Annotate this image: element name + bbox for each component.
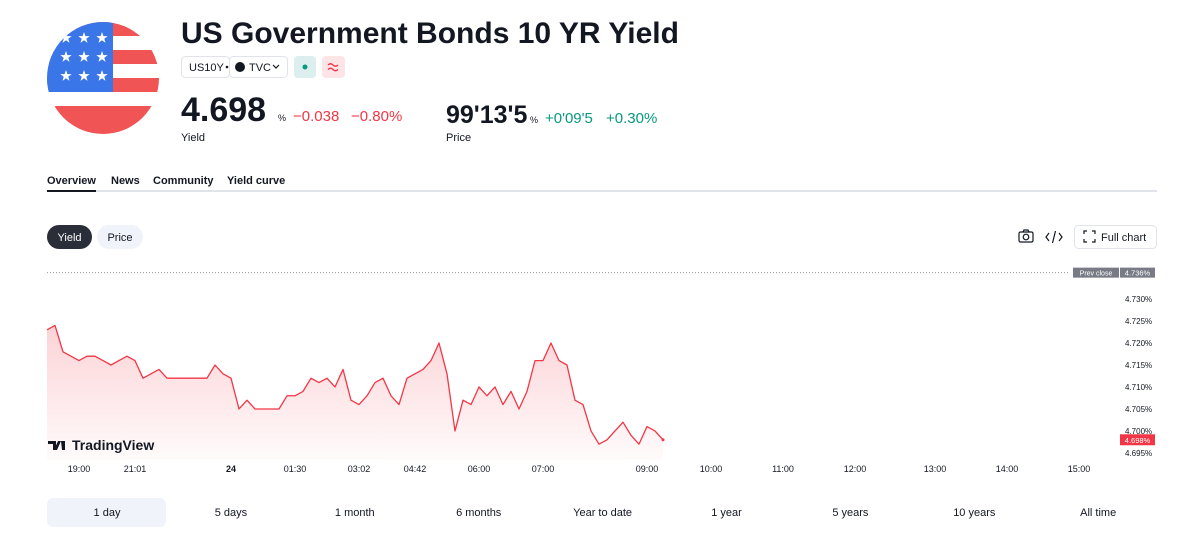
price-unit: % <box>530 115 538 125</box>
range-button[interactable]: 5 days <box>215 507 248 519</box>
toggle-active[interactable] <box>47 225 92 249</box>
x-tick-label: 07:00 <box>532 464 555 474</box>
yield-label: Yield <box>181 132 205 144</box>
x-tick-label: 04:42 <box>404 464 427 474</box>
range-button[interactable]: 5 years <box>832 507 869 519</box>
y-tick-label: 4.720% <box>1125 339 1152 348</box>
delay-chip[interactable] <box>322 56 345 78</box>
y-tick-label: 4.730% <box>1125 295 1152 304</box>
chevron <box>272 64 280 69</box>
prev-close-name: Prev close <box>1080 271 1113 278</box>
exchange-chip[interactable] <box>229 56 288 78</box>
price-value: 99'13'5 <box>446 101 528 129</box>
symbol: US10Y <box>189 62 225 74</box>
range-button[interactable]: 10 years <box>953 507 996 519</box>
chart: Prev close 4.736% 4.695% 4.700% 4.705% 4.710%… <box>46 267 1155 474</box>
yield-value: 4.698 <box>181 91 266 129</box>
flag-icon <box>47 22 159 134</box>
y-tick-label: 4.700% <box>1125 427 1152 436</box>
x-tick-label: 11:00 <box>772 464 794 474</box>
y-tick-label: 4.705% <box>1125 405 1152 414</box>
expand-icon <box>1083 230 1096 243</box>
line <box>46 324 664 445</box>
value-label: 4.698% <box>1125 436 1151 445</box>
y-tick-label: 4.695% <box>1125 449 1152 458</box>
embed-icon[interactable] <box>1045 230 1063 244</box>
x-tick-label: 09:00 <box>636 464 659 474</box>
toggle-label: Price <box>107 232 132 244</box>
exchange: TVC <box>249 62 271 74</box>
camera-icon[interactable] <box>1018 229 1034 243</box>
yield-change: −0.038 <box>293 108 339 125</box>
x-tick-label: 14:00 <box>996 464 1019 474</box>
page-title: US Government Bonds 10 YR Yield <box>181 17 679 50</box>
status-dot <box>302 64 308 70</box>
range-button[interactable]: 1 year <box>711 507 742 519</box>
value-label-bg <box>1120 434 1155 446</box>
exchange-icon <box>235 62 245 72</box>
range-active[interactable] <box>47 498 166 527</box>
x-tick-label: 15:00 <box>1068 464 1091 474</box>
prev-close-value-tag <box>1120 267 1155 278</box>
range-buttons: 1 day 5 days 1 month 6 months Year to date 1 … <box>94 507 1117 519</box>
x-tick-label: 12:00 <box>844 464 867 474</box>
x-tick-label: 21:01 <box>124 464 147 474</box>
toggle[interactable] <box>97 225 143 249</box>
tab[interactable]: Community <box>153 175 214 187</box>
price-change-pct: +0.30% <box>606 110 657 127</box>
separator <box>225 65 229 69</box>
y-tick-label: 4.710% <box>1125 383 1152 392</box>
delay-icon <box>327 63 339 72</box>
price-change: +0'09'5 <box>545 110 593 127</box>
range-button[interactable]: 1 month <box>335 507 375 519</box>
range-button[interactable]: 6 months <box>456 507 502 519</box>
price-label: Price <box>446 132 471 144</box>
x-tick-label: 13:00 <box>924 464 947 474</box>
tab[interactable]: Yield curve <box>227 175 285 187</box>
tradingview-logo: TradingView <box>48 437 154 453</box>
toggle-label: Yield <box>57 232 81 244</box>
prev-close-tag <box>1073 267 1119 278</box>
area-fill <box>47 325 663 460</box>
logo-text: TradingView <box>72 437 154 453</box>
x-tick-label: 06:00 <box>468 464 491 474</box>
last-point <box>661 438 665 442</box>
full-chart-label: Full chart <box>1101 232 1146 244</box>
range-button[interactable]: Year to date <box>573 507 632 519</box>
y-tick-label: 4.725% <box>1125 317 1152 326</box>
x-tick-label: 01:30 <box>284 464 307 474</box>
range-button[interactable]: 1 day <box>94 507 121 519</box>
prev-close-value: 4.736% <box>1125 269 1151 278</box>
x-tick-label: 03:02 <box>348 464 371 474</box>
x-tick-label: 10:00 <box>700 464 723 474</box>
tab[interactable]: News <box>111 175 140 187</box>
y-tick-label: 4.715% <box>1125 361 1152 370</box>
tab[interactable]: Overview <box>47 175 96 187</box>
x-tick-label: 24 <box>226 464 236 474</box>
x-tick-label: 19:00 <box>68 464 91 474</box>
range-button[interactable]: All time <box>1080 507 1116 519</box>
yield-unit: % <box>278 113 286 123</box>
yield-change-pct: −0.80% <box>351 108 402 125</box>
